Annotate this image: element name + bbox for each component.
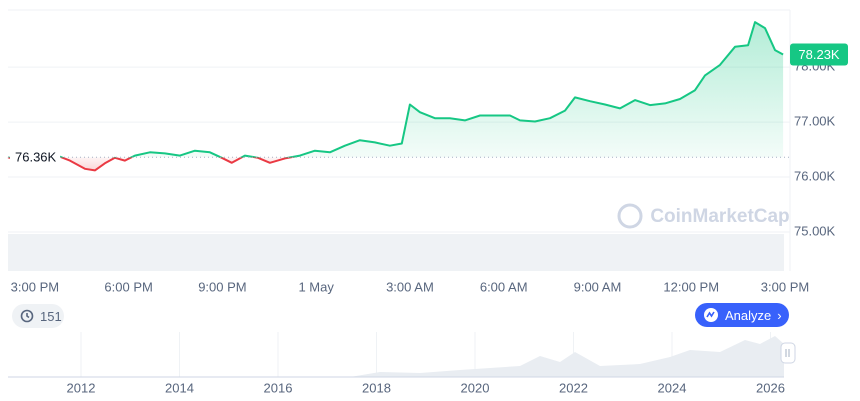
chevron: › xyxy=(777,307,782,323)
x-tick-label: 3:00 PM xyxy=(11,279,59,294)
history-button[interactable]: 151 xyxy=(12,304,64,328)
analyze-icon xyxy=(704,308,718,322)
navigator-year-label: 2012 xyxy=(67,380,96,395)
history-icon xyxy=(20,309,34,323)
current-price-tag xyxy=(790,43,848,66)
navigator-area xyxy=(8,336,784,377)
price-area xyxy=(8,22,784,171)
analyze-label: Analyze xyxy=(725,307,772,323)
history-count: 151 xyxy=(40,308,62,324)
x-tick-label: 6:00 PM xyxy=(104,279,152,294)
x-tick-label: 1 May xyxy=(298,279,334,294)
navigator-year-label: 2014 xyxy=(165,380,194,395)
analyze-button[interactable]: Analyze › xyxy=(695,303,789,327)
navigator-handle[interactable] xyxy=(780,342,796,364)
price-line xyxy=(7,21,784,172)
baseline-label: 76.36K xyxy=(15,150,57,165)
y-tick-label: 77.00K xyxy=(794,114,836,129)
navigator-year-label: 2018 xyxy=(362,380,391,395)
navigator-year-label: 2020 xyxy=(461,380,490,395)
x-tick-label: 9:00 AM xyxy=(574,279,622,294)
watermark-logo xyxy=(617,203,643,229)
current-price-label: 78.23K xyxy=(798,47,840,62)
handle-grip xyxy=(785,349,790,357)
navigator-year-label: 2024 xyxy=(658,380,687,395)
watermark: CoinMarketCap xyxy=(650,206,789,227)
navigator: 2012 2014 2016 2018 2020 2022 2024 2026 xyxy=(8,332,796,395)
navigator-year-label: 2026 xyxy=(756,380,785,395)
navigator-year-label: 2016 xyxy=(264,380,293,395)
x-tick-label: 6:00 AM xyxy=(480,279,528,294)
x-tick-label: 3:00 PM xyxy=(761,279,809,294)
x-tick-label: 3:00 AM xyxy=(386,279,434,294)
x-tick-label: 12:00 PM xyxy=(663,279,719,294)
x-tick-label: 9:00 PM xyxy=(198,279,246,294)
volume-area xyxy=(8,234,784,271)
navigator-year-label: 2022 xyxy=(559,380,588,395)
y-tick-label: 76.00K xyxy=(794,168,836,183)
baseline-label-bg xyxy=(10,148,60,167)
y-tick-label: 75.00K xyxy=(794,223,836,238)
